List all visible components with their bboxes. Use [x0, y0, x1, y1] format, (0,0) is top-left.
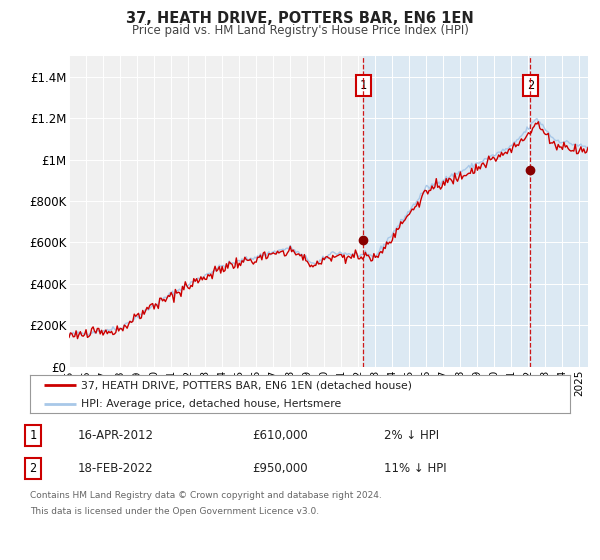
Text: HPI: Average price, detached house, Hertsmere: HPI: Average price, detached house, Hert… [82, 399, 341, 409]
Text: 11% ↓ HPI: 11% ↓ HPI [384, 462, 446, 475]
Text: 1: 1 [29, 430, 37, 442]
Text: 37, HEATH DRIVE, POTTERS BAR, EN6 1EN (detached house): 37, HEATH DRIVE, POTTERS BAR, EN6 1EN (d… [82, 380, 412, 390]
Text: 2: 2 [527, 79, 534, 92]
Text: Contains HM Land Registry data © Crown copyright and database right 2024.: Contains HM Land Registry data © Crown c… [30, 491, 382, 500]
Text: £950,000: £950,000 [252, 462, 308, 475]
Text: Price paid vs. HM Land Registry's House Price Index (HPI): Price paid vs. HM Land Registry's House … [131, 24, 469, 36]
Text: 2% ↓ HPI: 2% ↓ HPI [384, 430, 439, 442]
Text: 2: 2 [29, 462, 37, 475]
Text: 37, HEATH DRIVE, POTTERS BAR, EN6 1EN: 37, HEATH DRIVE, POTTERS BAR, EN6 1EN [126, 11, 474, 26]
Text: £610,000: £610,000 [252, 430, 308, 442]
Text: 16-APR-2012: 16-APR-2012 [78, 430, 154, 442]
Bar [363, 56, 588, 367]
Text: 18-FEB-2022: 18-FEB-2022 [78, 462, 154, 475]
Text: 1: 1 [359, 79, 367, 92]
Text: This data is licensed under the Open Government Licence v3.0.: This data is licensed under the Open Gov… [30, 507, 319, 516]
